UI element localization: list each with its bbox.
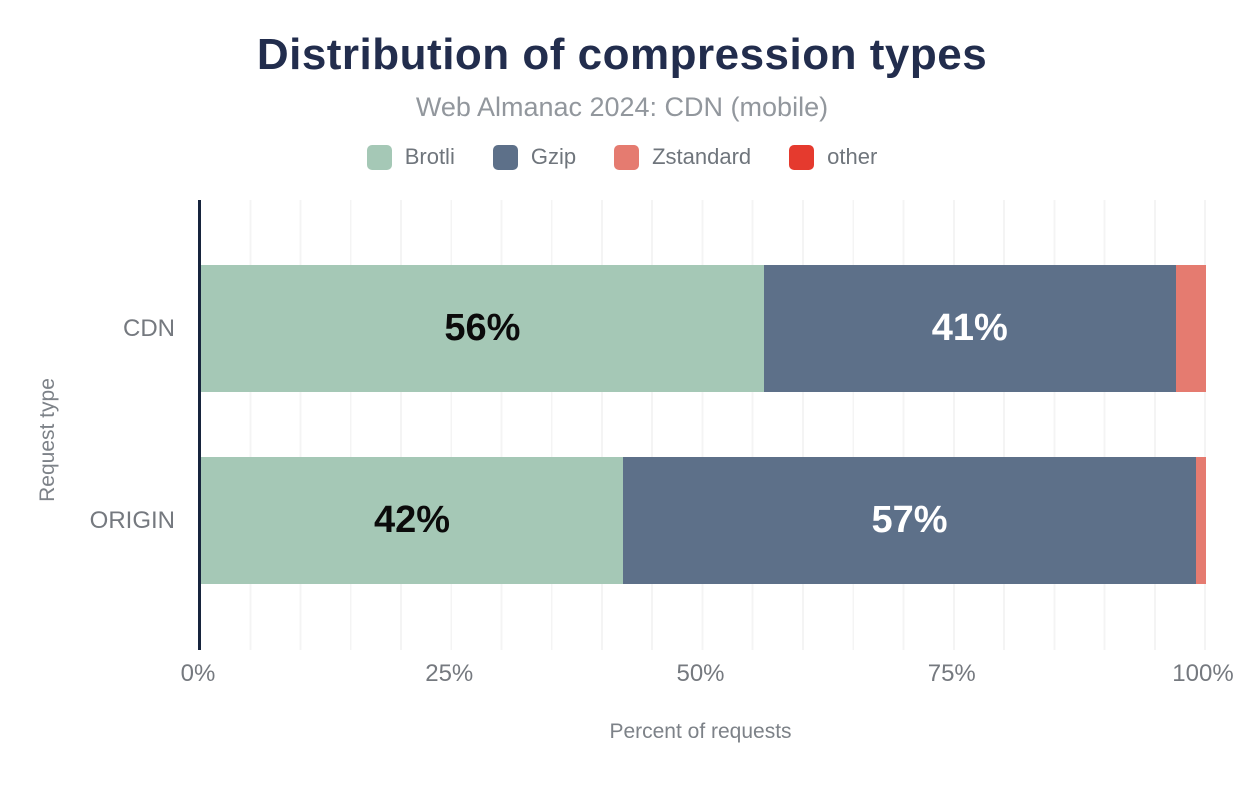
value-label: 57%: [871, 499, 948, 541]
x-tick-label: 75%: [927, 660, 976, 687]
value-label: 41%: [931, 307, 1008, 349]
legend: Brotli Gzip Zstandard other: [0, 144, 1244, 170]
bar-cdn: CDN 56% 41%: [123, 265, 1206, 392]
legend-item-label: other: [827, 144, 878, 169]
x-tick-label: 0%: [180, 660, 216, 687]
category-label-origin: ORIGIN: [89, 506, 175, 534]
x-axis-title: Percent of requests: [609, 720, 792, 743]
legend-item-brotli[interactable]: Brotli: [366, 144, 455, 170]
y-axis-title: Request type: [36, 378, 59, 502]
legend-item-label: Gzip: [530, 144, 577, 169]
segment-cdn-brotli[interactable]: 56%: [201, 265, 764, 392]
legend-item-label: Zstandard: [652, 144, 752, 169]
value-label: 42%: [374, 499, 451, 541]
legend-item-zstandard[interactable]: Zstandard: [614, 144, 751, 170]
segment-origin-gzip[interactable]: 57%: [623, 457, 1196, 584]
legend-item-gzip[interactable]: Gzip: [492, 144, 577, 170]
x-tick-label: 50%: [676, 660, 725, 687]
legend-swatch-icon: [614, 144, 640, 170]
x-tick-label: 25%: [425, 660, 474, 687]
bar-origin: ORIGIN 42% 57%: [90, 457, 1206, 584]
segment-origin-brotli[interactable]: 42%: [201, 457, 624, 584]
legend-swatch-icon: [789, 144, 815, 170]
legend-item-other[interactable]: other: [789, 144, 877, 170]
plot-area: CDN 56% 41% ORIGIN 42% 57%: [90, 200, 1206, 650]
legend-swatch-icon: [492, 144, 518, 170]
legend-item-label: Brotli: [404, 144, 455, 169]
x-tick-label: 100%: [1172, 660, 1234, 687]
chart-title: Distribution of compression types: [256, 30, 988, 79]
segment-cdn-gzip[interactable]: 41%: [763, 265, 1176, 392]
segment-origin-zstandard[interactable]: [1195, 457, 1206, 584]
chart-subtitle: Web Almanac 2024: CDN (mobile): [415, 92, 829, 122]
legend-swatch-icon: [366, 144, 392, 170]
category-label-cdn: CDN: [123, 314, 175, 342]
segment-cdn-zstandard[interactable]: [1175, 265, 1206, 392]
x-axis-ticks: 0% 25% 50% 75% 100%: [181, 660, 1234, 690]
value-label: 56%: [444, 307, 521, 349]
